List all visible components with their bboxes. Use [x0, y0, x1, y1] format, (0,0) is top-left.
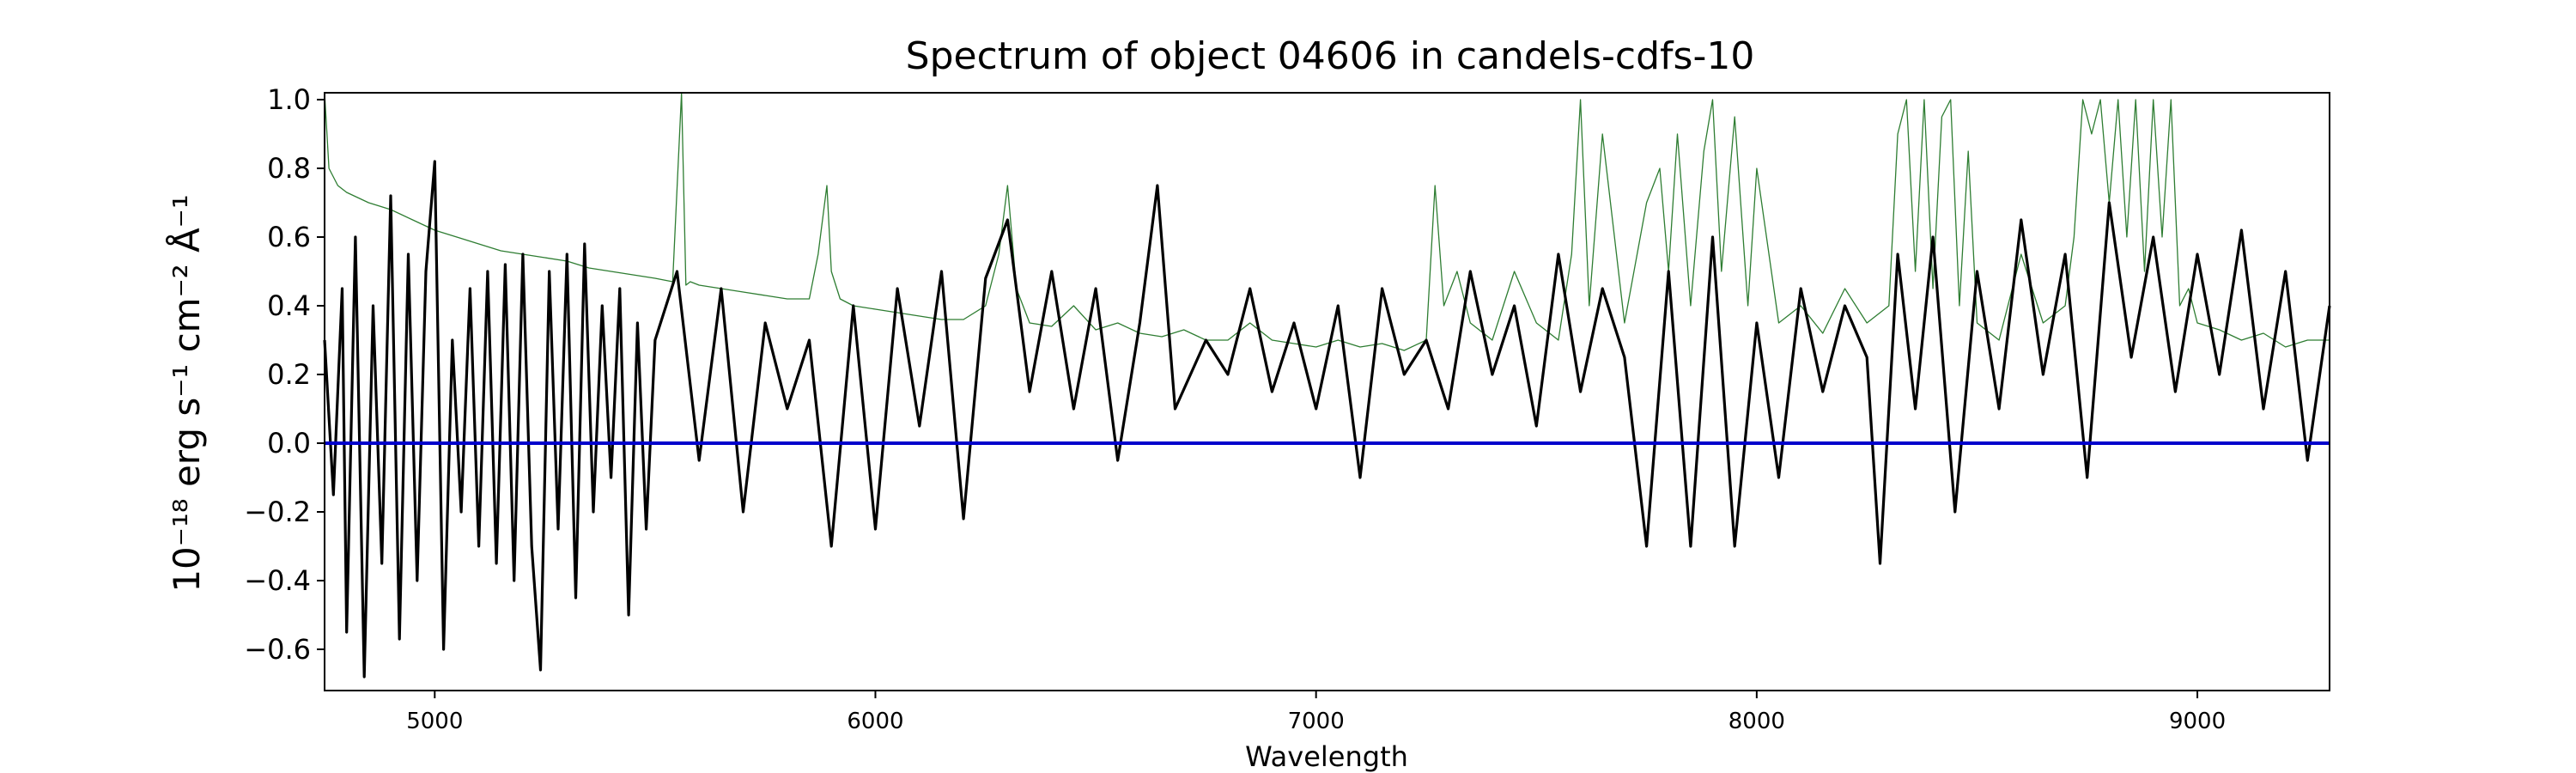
y-tick-label: −0.6 [244, 633, 311, 666]
plot-frame [324, 92, 2330, 691]
y-tick-label: 0.0 [267, 427, 311, 460]
x-axis: 5000 6000 7000 8000 9000 [406, 691, 2226, 734]
y-tick-label: 0.2 [267, 358, 311, 391]
x-tick-label: 7000 [1288, 709, 1345, 734]
series-layer [323, 92, 2331, 679]
y-axis: −0.6 −0.4 −0.2 0.0 0.2 0.4 0.6 0.8 1.0 [244, 83, 325, 666]
x-tick-label: 9000 [2169, 709, 2226, 734]
y-tick-label: −0.2 [244, 496, 311, 528]
y-tick-label: 0.6 [267, 221, 311, 253]
y-tick-label: 0.4 [267, 289, 311, 322]
x-tick-label: 6000 [847, 709, 903, 734]
chart-title: Spectrum of object 04606 in candels-cdfs… [906, 34, 1755, 78]
y-tick-label: 1.0 [267, 83, 311, 116]
x-tick-label: 8000 [1728, 709, 1785, 734]
x-axis-label: Wavelength [1245, 740, 1408, 773]
error-series-line [324, 92, 2330, 351]
y-tick-label: −0.4 [244, 564, 311, 597]
x-tick-label: 5000 [406, 709, 463, 734]
flux-series-line [323, 160, 2331, 679]
y-axis-label: 10⁻¹⁸ erg s⁻¹ cm⁻² Å⁻¹ [165, 194, 208, 592]
y-tick-label: 0.8 [267, 152, 311, 185]
